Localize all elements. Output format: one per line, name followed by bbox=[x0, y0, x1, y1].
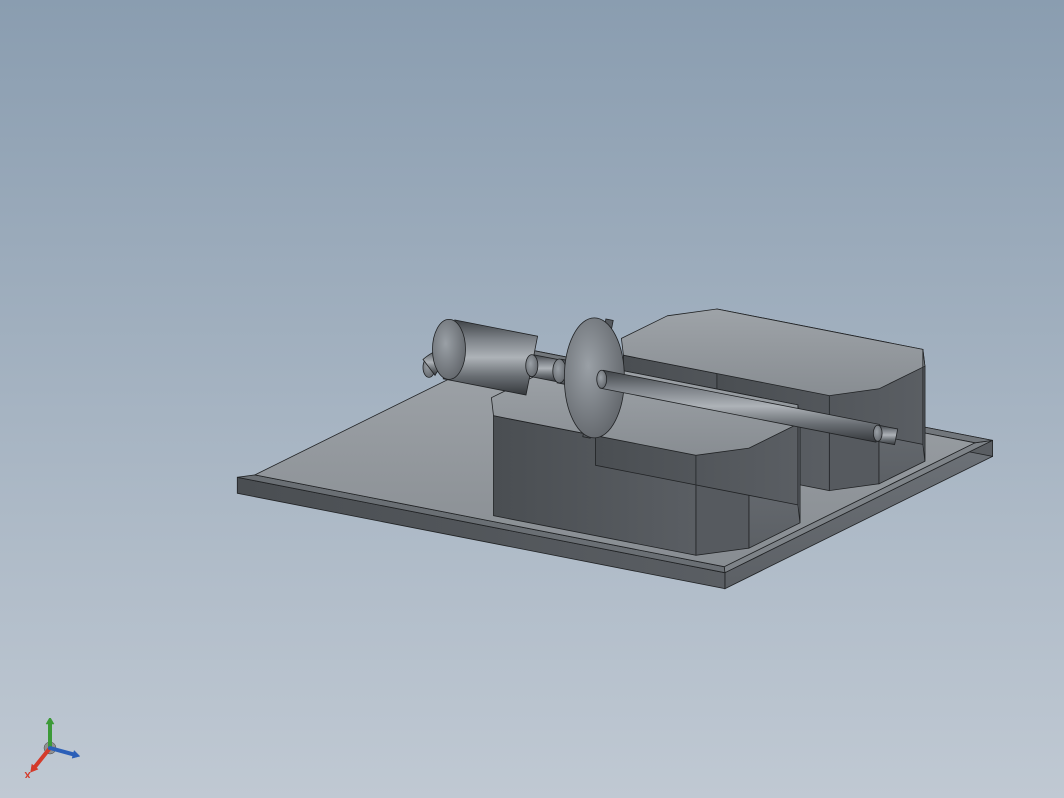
triad-axis-x bbox=[35, 748, 50, 767]
spindle-shaft-end7-cap bbox=[873, 425, 882, 441]
spindle-elbow-fitting1-cap bbox=[526, 355, 538, 377]
spindle-motor-body0-cap bbox=[433, 319, 466, 379]
spindle-shaft6-cap bbox=[597, 370, 607, 388]
orientation-triad[interactable]: XYZ bbox=[20, 718, 80, 778]
cad-viewport[interactable]: XYZ bbox=[0, 0, 1064, 798]
triad-label-x: X bbox=[24, 771, 31, 778]
triad-arrow-y bbox=[46, 718, 54, 724]
triad-arrow-z bbox=[72, 751, 80, 759]
model-canvas[interactable] bbox=[0, 0, 1064, 798]
